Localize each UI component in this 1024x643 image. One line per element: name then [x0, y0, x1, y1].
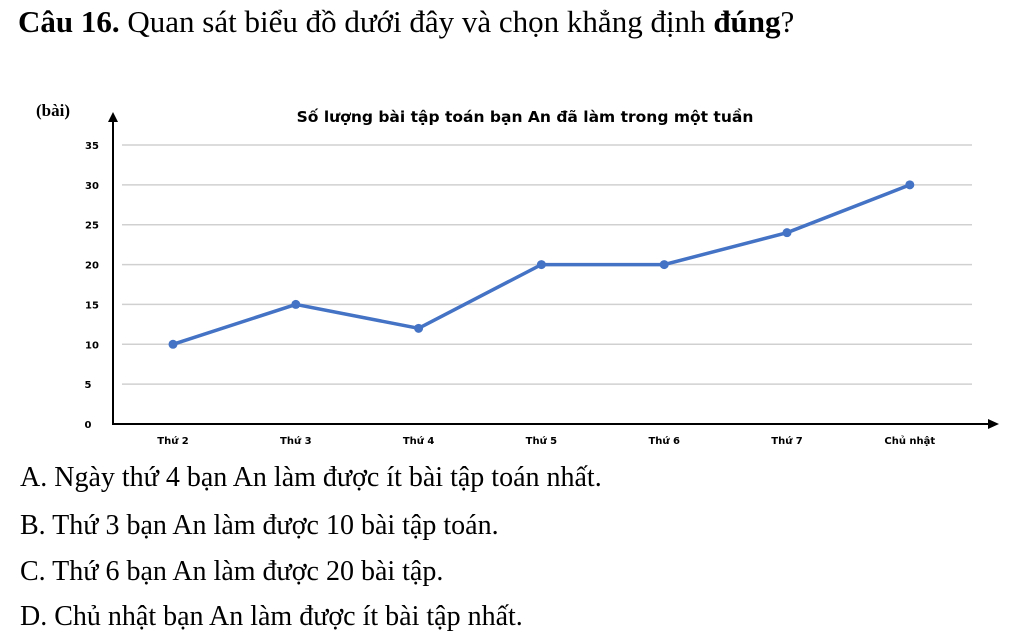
option-d[interactable]: D. Chủ nhật bạn An làm được ít bài tập n… [20, 601, 523, 632]
x-tick-label: Thứ 3 [280, 435, 312, 447]
data-point [168, 339, 178, 349]
question-emphasis: đúng [713, 4, 781, 39]
y-tick-label: 0 [85, 420, 92, 431]
y-tick-label: 20 [85, 261, 99, 272]
y-tick-label: 15 [85, 300, 99, 311]
x-tick-label: Thứ 7 [771, 435, 803, 447]
chart-title: Số lượng bài tập toán bạn An đã làm tron… [297, 107, 754, 126]
y-tick-label: 35 [85, 141, 99, 152]
y-axis-arrow [108, 112, 118, 122]
option-c[interactable]: C. Thứ 6 bạn An làm được 20 bài tập. [20, 556, 444, 587]
y-tick-label: 30 [85, 181, 99, 192]
x-tick-label: Thứ 2 [157, 435, 189, 447]
data-point [659, 260, 669, 270]
data-point [291, 299, 301, 309]
x-axis-arrow [988, 419, 999, 429]
question: Câu 16. Quan sát biểu đồ dưới đây và chọ… [18, 4, 794, 40]
x-tick-label: Thứ 6 [648, 435, 680, 447]
y-tick-label: 10 [85, 340, 99, 351]
question-text: Quan sát biểu đồ dưới đây và chọn khẳng … [127, 4, 714, 39]
y-tick-label: 5 [85, 380, 92, 391]
question-end: ? [780, 4, 795, 39]
option-b[interactable]: B. Thứ 3 bạn An làm được 10 bài tập toán… [20, 510, 499, 541]
x-tick-label: Chủ nhật [884, 435, 935, 447]
data-point [905, 180, 915, 190]
data-point [536, 260, 546, 270]
x-tick-label: Thứ 4 [403, 435, 435, 447]
y-tick-label: 25 [85, 221, 99, 232]
option-a[interactable]: A. Ngày thứ 4 bạn An làm được ít bài tập… [20, 462, 602, 493]
x-tick-label: Thứ 5 [526, 435, 558, 447]
y-axis-label: (bài) [36, 101, 70, 120]
data-point [414, 323, 424, 333]
data-point [782, 228, 792, 238]
question-number: Câu 16. [18, 4, 120, 39]
